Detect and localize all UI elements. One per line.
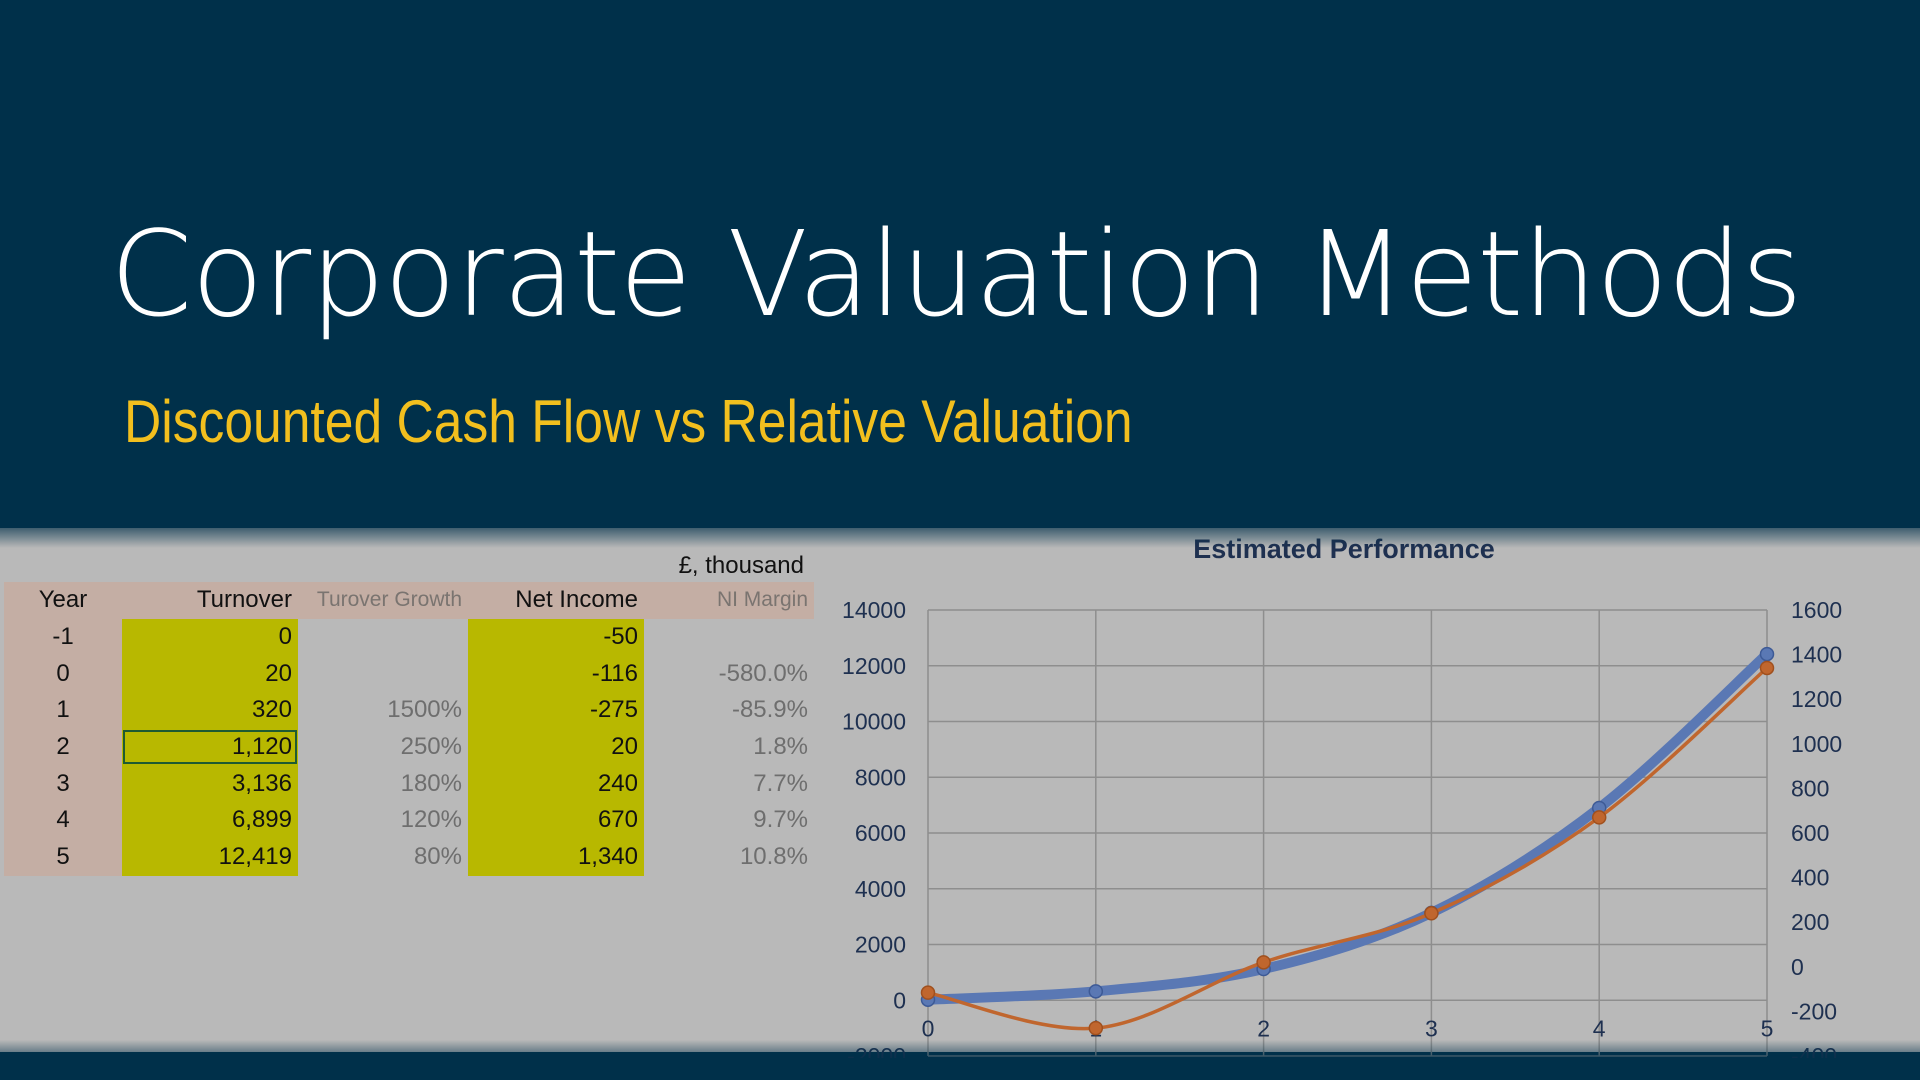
table-row: 4 6,899 120% 670 9.7% xyxy=(4,802,814,839)
table-row: -1 0 -50 xyxy=(4,618,814,656)
right-tick-label: 1000 xyxy=(1791,731,1842,757)
header-ni-margin[interactable]: NI Margin xyxy=(644,582,814,619)
table-row: 5 12,419 80% 1,340 10.8% xyxy=(4,838,814,876)
net-income-point[interactable] xyxy=(1088,1020,1104,1036)
bottom-fade xyxy=(0,1040,1920,1080)
left-axis-ticks: -200002000400060008000100001200014000 xyxy=(842,597,906,1058)
cell-turnover-selected[interactable]: 1,120 xyxy=(122,728,298,766)
x-tick-label: 3 xyxy=(1425,1015,1438,1041)
table-row: 2 1,120 250% 20 1.8% xyxy=(4,728,814,766)
left-tick-label: 2000 xyxy=(855,932,906,958)
net-income-point[interactable] xyxy=(920,985,936,1000)
cell-ni-margin[interactable]: 1.8% xyxy=(753,733,808,761)
cell-ni-margin[interactable]: 9.7% xyxy=(753,806,808,834)
cell-turnover-growth[interactable]: 250% xyxy=(400,733,462,761)
cell-net-income[interactable]: -116 xyxy=(468,655,644,693)
top-fade xyxy=(0,518,1920,548)
left-tick-label: 8000 xyxy=(855,764,906,790)
left-tick-label: 0 xyxy=(893,987,906,1013)
cell-year[interactable]: 5 xyxy=(4,838,122,876)
right-tick-label: 600 xyxy=(1791,820,1829,846)
cell-year[interactable]: -1 xyxy=(4,618,122,656)
net-income-point[interactable] xyxy=(1424,906,1439,921)
cell-year[interactable]: 3 xyxy=(4,765,122,803)
table-row: 3 3,136 180% 240 7.7% xyxy=(4,765,814,803)
slide-title: Corporate Valuation Methods xyxy=(110,205,1803,343)
cell-net-income[interactable]: -275 xyxy=(468,692,644,729)
header-turnover-growth[interactable]: Turover Growth xyxy=(298,582,468,619)
cell-net-income[interactable]: 240 xyxy=(468,765,644,803)
header-row: Year Turnover Turover Growth Net Income … xyxy=(4,582,814,619)
cell-year[interactable]: 0 xyxy=(4,655,122,693)
cell-ni-margin[interactable] xyxy=(644,619,814,656)
cell-ni-margin[interactable]: -580.0% xyxy=(718,659,808,687)
net-income-point[interactable] xyxy=(1759,660,1775,676)
units-label: £, thousand xyxy=(678,552,804,579)
financials-table: Year Turnover Turover Growth Net Income … xyxy=(4,582,814,876)
left-tick-label: 14000 xyxy=(842,597,906,623)
chart-series xyxy=(920,646,1775,1036)
cell-turnover-growth[interactable]: 1500% xyxy=(387,696,462,724)
cell-net-income[interactable]: 1,340 xyxy=(468,838,644,876)
cell-net-income[interactable]: 20 xyxy=(468,728,644,766)
turnover-line[interactable] xyxy=(923,649,1772,1005)
table-row: 1 320 1500% -275 -85.9% xyxy=(4,692,814,729)
right-tick-label: 400 xyxy=(1791,865,1829,891)
chart-gridlines xyxy=(927,609,1768,1057)
cell-year[interactable]: 4 xyxy=(4,802,122,839)
cell-turnover[interactable]: 12,419 xyxy=(122,838,298,876)
cell-turnover[interactable]: 6,899 xyxy=(122,802,298,839)
turnover-point[interactable] xyxy=(1759,646,1775,662)
cell-net-income[interactable]: -50 xyxy=(468,618,644,656)
x-tick-label: 2 xyxy=(1257,1015,1270,1041)
estimated-performance-chart[interactable]: Estimated Performance -20000200040006000… xyxy=(810,528,1920,1058)
x-tick-label: 0 xyxy=(922,1015,935,1041)
table-row: 0 20 -116 -580.0% xyxy=(4,655,814,693)
x-axis-ticks: 012345 xyxy=(922,1015,1774,1041)
cell-turnover-growth[interactable]: 180% xyxy=(400,769,462,797)
left-tick-label: 10000 xyxy=(842,709,906,735)
x-tick-label: 4 xyxy=(1593,1015,1606,1041)
cell-turnover-growth[interactable] xyxy=(298,619,468,656)
cell-ni-margin[interactable]: 7.7% xyxy=(753,769,808,797)
cell-turnover-growth[interactable] xyxy=(298,655,468,692)
turnover-point[interactable] xyxy=(1088,984,1104,999)
header-net-income[interactable]: Net Income xyxy=(468,582,644,619)
net-income-line[interactable] xyxy=(926,666,1769,1031)
cell-turnover-growth[interactable]: 120% xyxy=(400,806,462,834)
header-turnover[interactable]: Turnover xyxy=(122,582,298,619)
cell-turnover[interactable]: 0 xyxy=(122,618,298,656)
right-tick-label: 200 xyxy=(1791,909,1829,935)
right-tick-label: 1400 xyxy=(1791,642,1842,668)
cell-turnover[interactable]: 3,136 xyxy=(122,765,298,803)
slide-subtitle: Discounted Cash Flow vs Relative Valuati… xyxy=(124,388,1133,455)
cell-net-income[interactable]: 670 xyxy=(468,802,644,839)
cell-turnover[interactable]: 20 xyxy=(122,655,298,693)
right-tick-label: 1600 xyxy=(1791,597,1842,623)
right-tick-label: 1200 xyxy=(1791,686,1842,712)
cell-ni-margin[interactable]: 10.8% xyxy=(739,843,808,871)
left-tick-label: 4000 xyxy=(855,876,906,902)
header-year[interactable]: Year xyxy=(4,582,122,619)
right-tick-label: 0 xyxy=(1791,954,1804,980)
cell-ni-margin[interactable]: -85.9% xyxy=(731,696,808,724)
right-tick-label: -200 xyxy=(1791,998,1837,1024)
left-tick-label: 6000 xyxy=(855,820,906,846)
cell-turnover-growth[interactable]: 80% xyxy=(413,843,462,871)
cell-year[interactable]: 2 xyxy=(4,728,122,766)
x-tick-label: 5 xyxy=(1761,1015,1774,1041)
right-tick-label: 800 xyxy=(1791,775,1829,801)
cell-turnover[interactable]: 320 xyxy=(122,692,298,729)
net-income-point[interactable] xyxy=(1256,955,1271,970)
cell-year[interactable]: 1 xyxy=(4,692,122,729)
net-income-point[interactable] xyxy=(1591,810,1607,825)
left-tick-label: 12000 xyxy=(842,653,906,679)
